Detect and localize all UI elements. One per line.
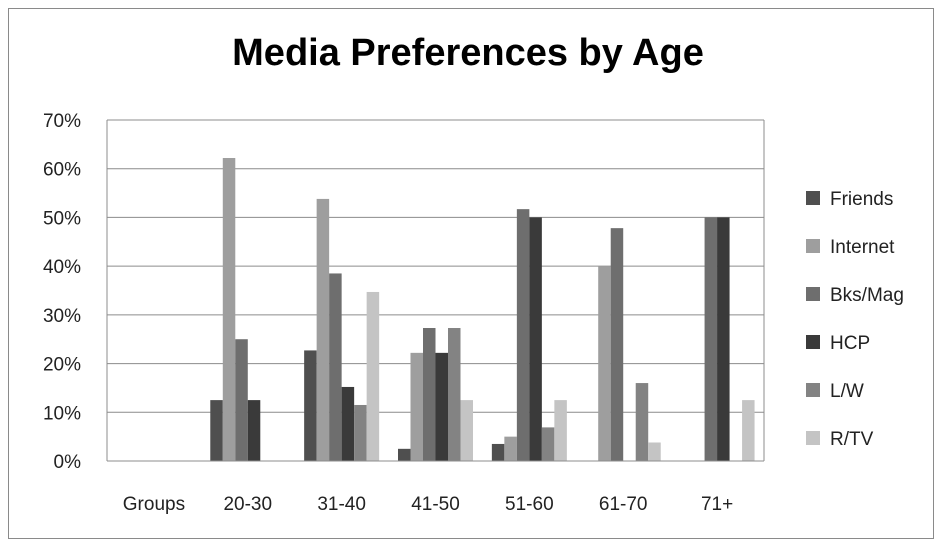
bar-friends-41-50 bbox=[398, 448, 411, 461]
legend-swatch bbox=[806, 239, 820, 253]
bar-r-tv-31-40 bbox=[366, 291, 380, 461]
legend-label: HCP bbox=[830, 333, 870, 354]
bar-hcp-71- bbox=[717, 217, 730, 461]
bar-l-w-31-40 bbox=[354, 404, 367, 461]
bar-r-tv-41-50 bbox=[460, 400, 473, 461]
legend-swatch bbox=[806, 335, 820, 349]
x-tick-label: Groups bbox=[123, 494, 185, 515]
bar-r-tv-61-70 bbox=[648, 442, 661, 461]
y-tick-label: 70% bbox=[43, 111, 81, 132]
bar-l-w-51-60 bbox=[541, 427, 555, 461]
bar-hcp-51-60 bbox=[529, 217, 542, 461]
bar-bks-mag-51-60 bbox=[516, 209, 530, 461]
bar-internet-20-30 bbox=[222, 157, 236, 462]
bar-r-tv-51-60 bbox=[554, 400, 567, 461]
legend: Friends Internet Bks/Mag HCP L/W R/TV bbox=[806, 189, 904, 450]
chart-title: Media Preferences by Age bbox=[232, 32, 704, 74]
legend-swatch bbox=[806, 431, 820, 445]
legend-label: Bks/Mag bbox=[830, 285, 904, 306]
bar-l-w-41-50 bbox=[448, 328, 461, 461]
bar-bks-mag-31-40 bbox=[329, 273, 342, 461]
axes bbox=[106, 120, 765, 462]
bar-friends-20-30 bbox=[210, 400, 223, 461]
y-tick-label: 20% bbox=[43, 355, 81, 376]
bar-bks-mag-20-30 bbox=[235, 339, 248, 461]
legend-label: L/W bbox=[830, 381, 864, 402]
x-tick-label: 20-30 bbox=[223, 494, 272, 515]
bar-bks-mag-41-50 bbox=[423, 328, 436, 461]
bar-friends-31-40 bbox=[304, 350, 317, 461]
legend-label: Internet bbox=[830, 237, 895, 258]
bar-r-tv-71- bbox=[742, 400, 755, 461]
bar-internet-61-70 bbox=[598, 266, 611, 461]
y-tick-label: 30% bbox=[43, 306, 81, 327]
legend-swatch bbox=[806, 383, 820, 397]
legend-swatch bbox=[806, 191, 820, 205]
bar-hcp-41-50 bbox=[435, 352, 448, 461]
legend-swatch bbox=[806, 287, 820, 301]
x-tick-label: 71+ bbox=[701, 494, 733, 515]
y-tick-label: 0% bbox=[54, 452, 82, 473]
bar-bks-mag-71- bbox=[704, 217, 718, 461]
y-tick-label: 10% bbox=[43, 403, 81, 424]
bar-friends-51-60 bbox=[491, 443, 505, 461]
x-tick-label: 51-60 bbox=[505, 494, 554, 515]
y-tick-label: 40% bbox=[43, 257, 81, 278]
x-tick-label: 41-50 bbox=[411, 494, 460, 515]
x-tick-label: 61-70 bbox=[599, 494, 648, 515]
y-tick-label: 50% bbox=[43, 208, 81, 229]
x-tick-label: 31-40 bbox=[317, 494, 366, 515]
y-tick-labels: 0% 10% 20% 30% 40% 50% 60% 70% bbox=[43, 111, 81, 473]
bar-internet-51-60 bbox=[504, 436, 517, 461]
bar-internet-41-50 bbox=[410, 352, 423, 461]
bars bbox=[210, 157, 755, 462]
legend-label: R/TV bbox=[830, 429, 874, 450]
y-tick-label: 60% bbox=[43, 160, 81, 181]
bar-hcp-20-30 bbox=[247, 400, 261, 461]
gridlines bbox=[107, 119, 764, 413]
bar-bks-mag-61-70 bbox=[610, 228, 624, 461]
bar-internet-31-40 bbox=[316, 198, 330, 461]
x-tick-labels: Groups 20-30 31-40 41-50 51-60 61-70 71+ bbox=[123, 494, 733, 515]
bar-hcp-31-40 bbox=[341, 386, 355, 461]
bar-l-w-61-70 bbox=[635, 383, 649, 461]
legend-label: Friends bbox=[830, 189, 893, 210]
